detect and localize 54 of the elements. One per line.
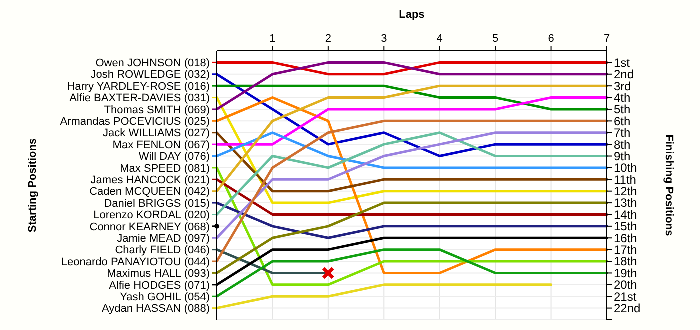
y-tick-label: 5th: [614, 102, 631, 117]
y-tick-label: 17th: [614, 243, 638, 258]
legend-label: Will DAY (076): [138, 151, 210, 164]
y-tick-label: 3rd: [614, 79, 632, 94]
legend-label: Yash GOHIL (054): [120, 291, 210, 304]
text: Starting Positions: [27, 138, 39, 233]
legend-label: Connor KEARNEY (068): [90, 221, 210, 234]
x-tick-label: 6: [548, 33, 554, 45]
x-tick-label: 1: [270, 33, 276, 45]
y-tick-label: 15th: [614, 220, 638, 234]
legend-label: Owen JOHNSON (018): [96, 58, 210, 70]
y-tick-label: 13th: [614, 196, 638, 210]
y-tick-label: 18th: [614, 254, 638, 269]
y-tick-label: 4th: [614, 90, 631, 105]
legend-label: James HANCOCK (021): [90, 174, 210, 186]
y-tick-label: 21st: [614, 290, 638, 304]
legend-label: Josh ROWLEDGE (032): [90, 69, 210, 82]
y-tick-label: 8th: [614, 138, 631, 152]
x-axis-title: Laps: [399, 9, 425, 21]
y-tick-label: 22nd: [614, 302, 641, 316]
y-tick-label: 7th: [614, 126, 631, 140]
legend-label: Alfie BAXTER-DAVIES (031): [70, 92, 210, 105]
x-tick-label: 7: [604, 33, 610, 45]
legend-label: Alfie HODGES (071): [109, 280, 210, 292]
x-tick-label: 2: [325, 33, 332, 45]
legend-label: Lorenzo KORDAL (020): [94, 210, 210, 222]
y-tick-label: 11th: [614, 172, 636, 187]
y-tick-label: 20th: [614, 278, 638, 292]
y-tick-label: 12th: [614, 184, 638, 199]
legend-label: Jamie MEAD (097): [117, 232, 210, 245]
legend-label: Caden MCQUEEN (042): [90, 186, 210, 198]
legend-label: Max SPEED (081): [120, 162, 210, 175]
legend-label: Leonardo PANAYIOTOU (044): [61, 256, 210, 268]
y-tick-label: 10th: [614, 161, 638, 176]
x-tick-label: 3: [381, 33, 388, 45]
legend-label: Jack WILLIAMS (027): [103, 128, 210, 140]
y-tick-label: 19th: [614, 266, 638, 280]
y-tick-label: 1st: [614, 56, 631, 70]
y-tick-label: 9th: [614, 149, 631, 164]
legend-label: Maximus HALL (093): [107, 268, 210, 280]
x-tick-label: 4: [436, 33, 443, 45]
legend-label: Thomas SMITH (069): [104, 104, 210, 116]
y-tick-label: 14th: [614, 208, 638, 222]
legend-label: Charly FIELD (046): [115, 244, 210, 257]
legend-label: Aydan HASSAN (088): [102, 303, 210, 316]
legend-label: Armandas POCEVICIUS (025): [60, 116, 210, 128]
legend-label: Max FENLON (067): [112, 139, 210, 152]
y-tick-label: 2nd: [614, 68, 634, 82]
y-tick-label: 16th: [614, 231, 638, 246]
legend-label: Harry YARDLEY-ROSE (016): [67, 80, 210, 93]
legend-label: Daniel BRIGGS (015): [104, 198, 210, 210]
y2-axis-title: Finishing Positions: [663, 134, 675, 236]
y-tick-label: 6th: [614, 114, 631, 128]
x-tick-label: 5: [492, 33, 499, 45]
